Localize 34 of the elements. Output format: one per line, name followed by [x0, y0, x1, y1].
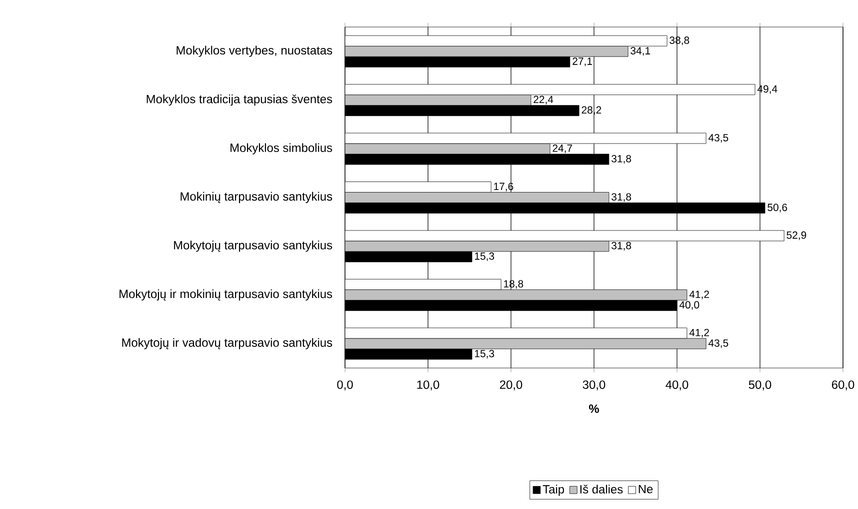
- x-tick-label: 30,0: [582, 380, 606, 390]
- legend-label: Taip: [542, 484, 564, 496]
- data-label: 15,3: [474, 252, 494, 262]
- x-tick-label: 60,0: [832, 380, 854, 390]
- data-label: 43,5: [708, 134, 728, 143]
- data-label: 31,8: [612, 193, 632, 202]
- data-label: 43,5: [708, 339, 728, 348]
- data-label: 41,2: [689, 328, 709, 338]
- x-tick-label: 10,0: [417, 380, 440, 390]
- data-label: 34,1: [630, 47, 650, 56]
- data-label: 41,2: [689, 290, 709, 300]
- y-tick-label: Mokyklos simbolius: [230, 143, 332, 154]
- data-label: 22,4: [534, 96, 554, 104]
- data-label: 40,0: [679, 301, 700, 310]
- data-label: 31,8: [612, 154, 632, 164]
- data-label: 31,8: [612, 242, 632, 251]
- data-label: 15,3: [474, 350, 494, 358]
- data-label: 50,6: [768, 204, 788, 212]
- data-label: 52,9: [786, 231, 806, 240]
- legend-label: Ne: [638, 484, 653, 494]
- data-label: 27,1: [572, 58, 592, 66]
- x-tick-label: 40,0: [666, 380, 688, 390]
- x-tick-label: 50,0: [748, 380, 772, 390]
- y-tick-label: Mokyklos vertybes, nuostatas: [176, 46, 332, 57]
- y-tick-label: Mokytojų ir vadovų tarpusavio santykius: [122, 338, 332, 350]
- y-tick-label: Mokytojų tarpusavio santykius: [174, 240, 332, 252]
- x-tick-label: 0,0: [337, 380, 353, 390]
- legend-label: Iš dalies: [580, 484, 623, 494]
- y-tick-label: Mokyklos tradicija tapusias šventes: [146, 94, 332, 106]
- data-label: 24,7: [552, 144, 572, 154]
- x-axis-title: %: [588, 404, 599, 413]
- y-tick-label: Mokytojų ir mokinių tarpusavio santykius: [120, 289, 332, 300]
- y-tick-label: Mokinių tarpusavio santykius: [180, 192, 332, 204]
- x-tick-label: 20,0: [500, 380, 522, 390]
